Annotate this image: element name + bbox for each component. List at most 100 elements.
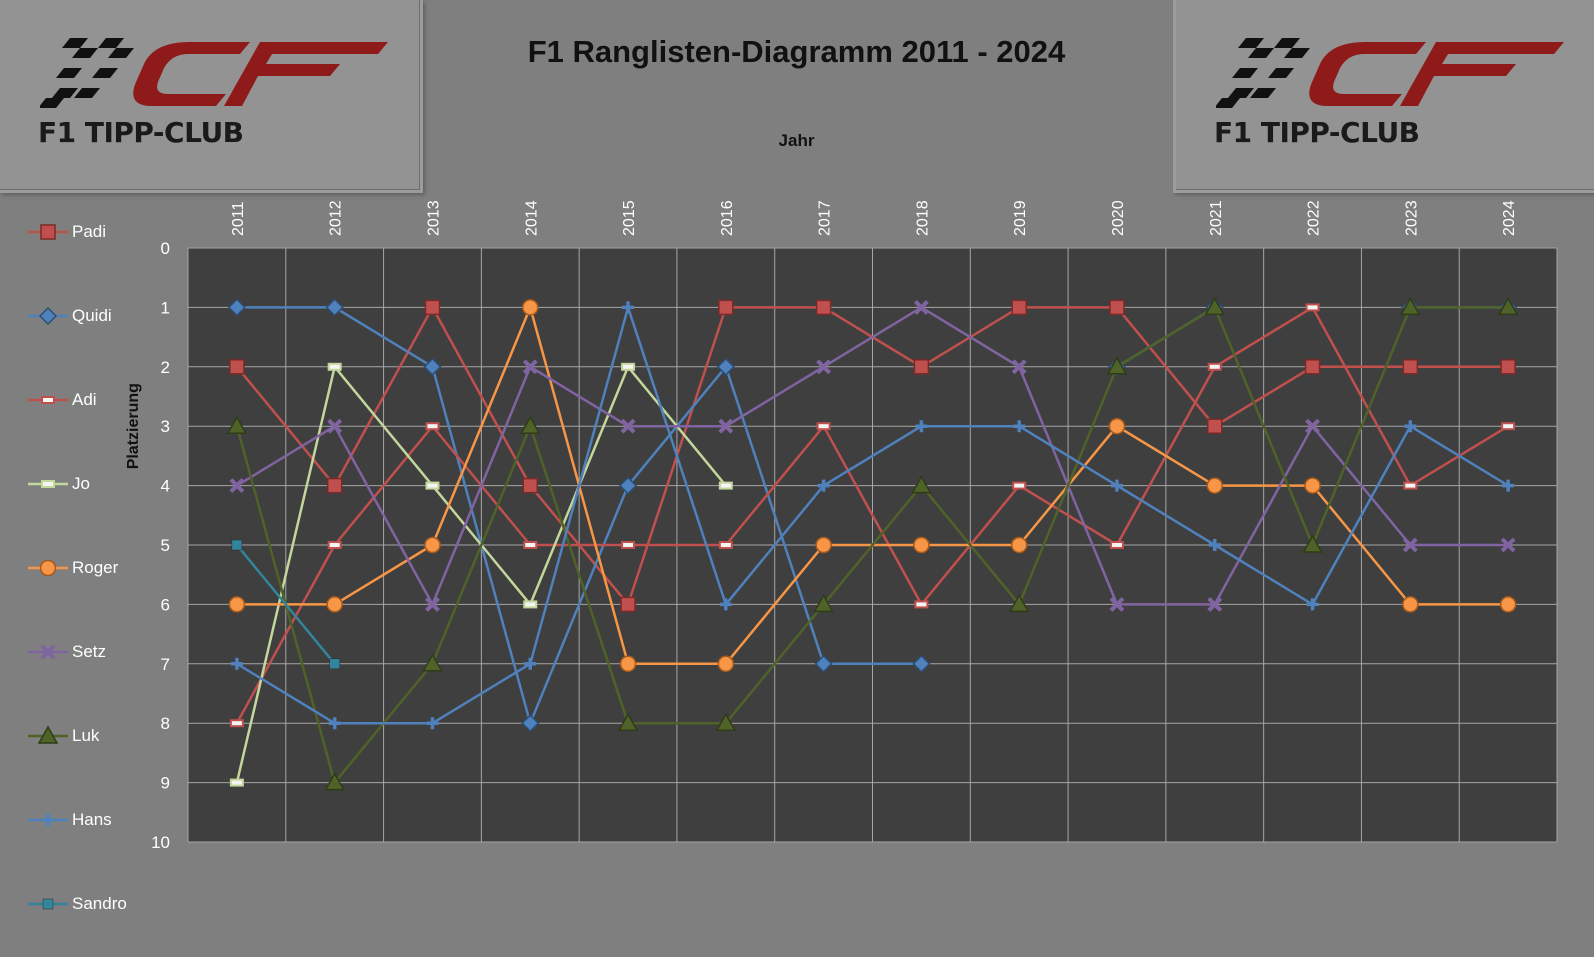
chart-title: F1 Ranglisten-Diagramm 2011 - 2024 [527,34,1066,69]
data-point [226,415,248,434]
data-point [1500,359,1516,375]
x-tick-label: 2020 [1110,200,1127,236]
legend-label: Adi [72,390,97,409]
legend-item-sandro: Sandro [28,892,127,916]
series-sandro [231,539,340,670]
data-point [814,654,833,673]
legend-marker-icon [40,224,56,240]
data-point [328,717,341,730]
data-point [522,359,538,375]
data-point [620,596,636,613]
series-line [236,306,1509,606]
legend-swatch-icon [28,725,68,744]
data-point [1400,296,1421,316]
data-point [620,418,636,434]
legend-item-hans: Hans [28,808,112,832]
data-point [1011,359,1027,375]
legend-label: Roger [72,558,119,577]
legend-marker-icon [38,306,58,326]
data-point [424,299,441,316]
data-point [911,475,932,494]
data-point [1404,420,1417,433]
data-point [326,596,343,613]
data-point [913,359,930,375]
data-point [1402,596,1419,613]
x-tick-label: 2014 [523,200,540,236]
legend-swatch-icon [28,480,68,488]
legend-marker-icon [40,644,56,660]
legend-label: Setz [72,642,107,661]
data-point [1109,541,1124,549]
legend-swatch-icon [28,306,68,326]
legend-item-roger: Roger [28,556,118,580]
x-tick-label: 2012 [328,200,345,236]
series-line [235,306,1509,724]
data-point [324,772,345,791]
data-point [1013,420,1026,433]
y-axis-title: Platzierung [125,383,142,469]
data-point [229,359,245,375]
data-point [230,657,243,670]
data-point [426,717,439,730]
data-point [1304,477,1321,494]
data-point [1207,362,1222,371]
data-point [229,778,244,787]
legend-label: Hans [72,810,112,829]
x-tick-label: 2023 [1403,200,1420,236]
logo-right: F1 TIPP-CLUB [1173,0,1594,193]
y-tick-label: 1 [161,298,170,317]
f1-logo-icon [1216,38,1564,108]
y-tick-label: 0 [161,239,170,258]
x-tick-label: 2011 [230,201,247,236]
data-point [425,596,440,612]
data-point [1306,598,1319,611]
gridlines [187,247,1558,843]
data-point [1008,593,1030,613]
data-point [913,299,929,315]
data-point [913,536,930,554]
legend-item-adi: Adi [28,388,97,412]
data-point [1302,534,1323,553]
legend-label: Luk [72,726,100,745]
data-point [621,541,636,549]
data-point [231,539,243,551]
data-point [423,357,442,376]
data-point [621,362,636,371]
data-point [1402,537,1418,553]
legend-label: Quidi [72,306,112,325]
legend-marker-icon [37,725,59,744]
x-tick-label: 2017 [817,200,834,236]
data-point [227,298,246,317]
f1-logo-icon [40,38,388,108]
data-point [519,415,541,434]
series-hans [230,301,1515,730]
x-tick-label: 2016 [719,200,736,236]
data-point [1305,418,1320,434]
data-point [718,418,734,434]
legend-label: Padi [72,222,107,241]
x-tick-label: 2022 [1306,200,1323,236]
legend-item-quidi: Quidi [28,304,112,328]
data-point [325,298,344,317]
data-point [1208,539,1221,551]
logo-text: F1 TIPP-CLUB [38,116,244,149]
data-point [327,541,342,549]
data-point [1011,299,1027,316]
data-point [813,593,834,613]
legend-marker-icon [42,814,54,826]
data-point [329,658,340,670]
data-point [522,299,539,316]
data-point [229,478,245,494]
legend-swatch-icon [28,224,68,240]
data-point [1207,596,1223,612]
data-point [716,357,735,376]
data-point [523,541,538,549]
data-point [1109,299,1125,316]
data-point [524,657,537,670]
series-line [235,306,1509,784]
legend-marker-icon [41,396,55,404]
data-point [1497,296,1519,316]
data-point [1110,479,1123,492]
legend-item-luk: Luk [28,724,99,748]
data-point [1499,596,1517,613]
